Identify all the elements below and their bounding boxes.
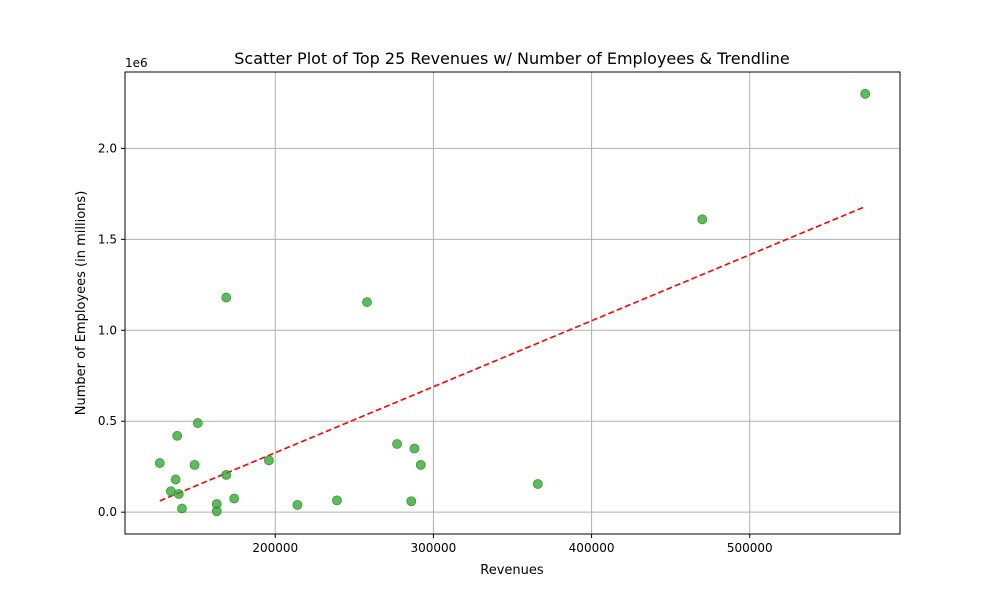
data-point — [406, 496, 417, 507]
x-tick-label: 200000 — [252, 541, 298, 555]
data-point — [332, 495, 342, 506]
trendline — [159, 205, 866, 502]
data-point — [409, 443, 420, 454]
data-point — [170, 474, 181, 485]
y-tick-label: 2.0 — [98, 141, 117, 155]
data-point — [532, 479, 543, 489]
data-point — [415, 459, 426, 470]
data-point — [189, 459, 200, 470]
data-point — [362, 297, 372, 307]
y-tick-label: 1.5 — [98, 232, 117, 246]
data-point — [392, 439, 402, 449]
data-point — [697, 214, 708, 225]
grid — [125, 72, 900, 534]
data-point — [154, 458, 165, 468]
data-point — [192, 418, 203, 428]
data-point — [229, 493, 240, 504]
trendline-layer — [159, 205, 866, 502]
x-tick-label: 300000 — [411, 541, 457, 555]
data-point — [177, 503, 187, 514]
data-point — [221, 469, 232, 480]
data-point — [221, 292, 232, 303]
y-offset-label: 1e6 — [125, 56, 148, 70]
y-tick-label: 0.0 — [98, 505, 117, 519]
plot-frame — [124, 71, 901, 535]
y-axis-ticks: 0.0 0.5 1.0 1.5 2.0 — [98, 141, 125, 519]
x-tick-label: 400000 — [569, 541, 615, 555]
data-point — [292, 499, 303, 510]
data-point — [264, 455, 274, 466]
x-tick-label: 500000 — [727, 541, 773, 555]
x-axis-label: Revenues — [480, 563, 544, 578]
x-axis-ticks: 200000 300000 400000 500000 — [252, 534, 773, 555]
data-point — [860, 88, 871, 99]
data-point — [165, 486, 176, 497]
y-tick-label: 1.0 — [98, 323, 117, 337]
chart-title: Scatter Plot of Top 25 Revenues w/ Numbe… — [234, 49, 790, 68]
y-axis-label: Number of Employees (in millions) — [74, 191, 89, 416]
y-tick-label: 0.5 — [98, 414, 117, 428]
data-point — [211, 506, 222, 517]
data-point — [172, 430, 183, 441]
points-layer — [154, 88, 871, 517]
